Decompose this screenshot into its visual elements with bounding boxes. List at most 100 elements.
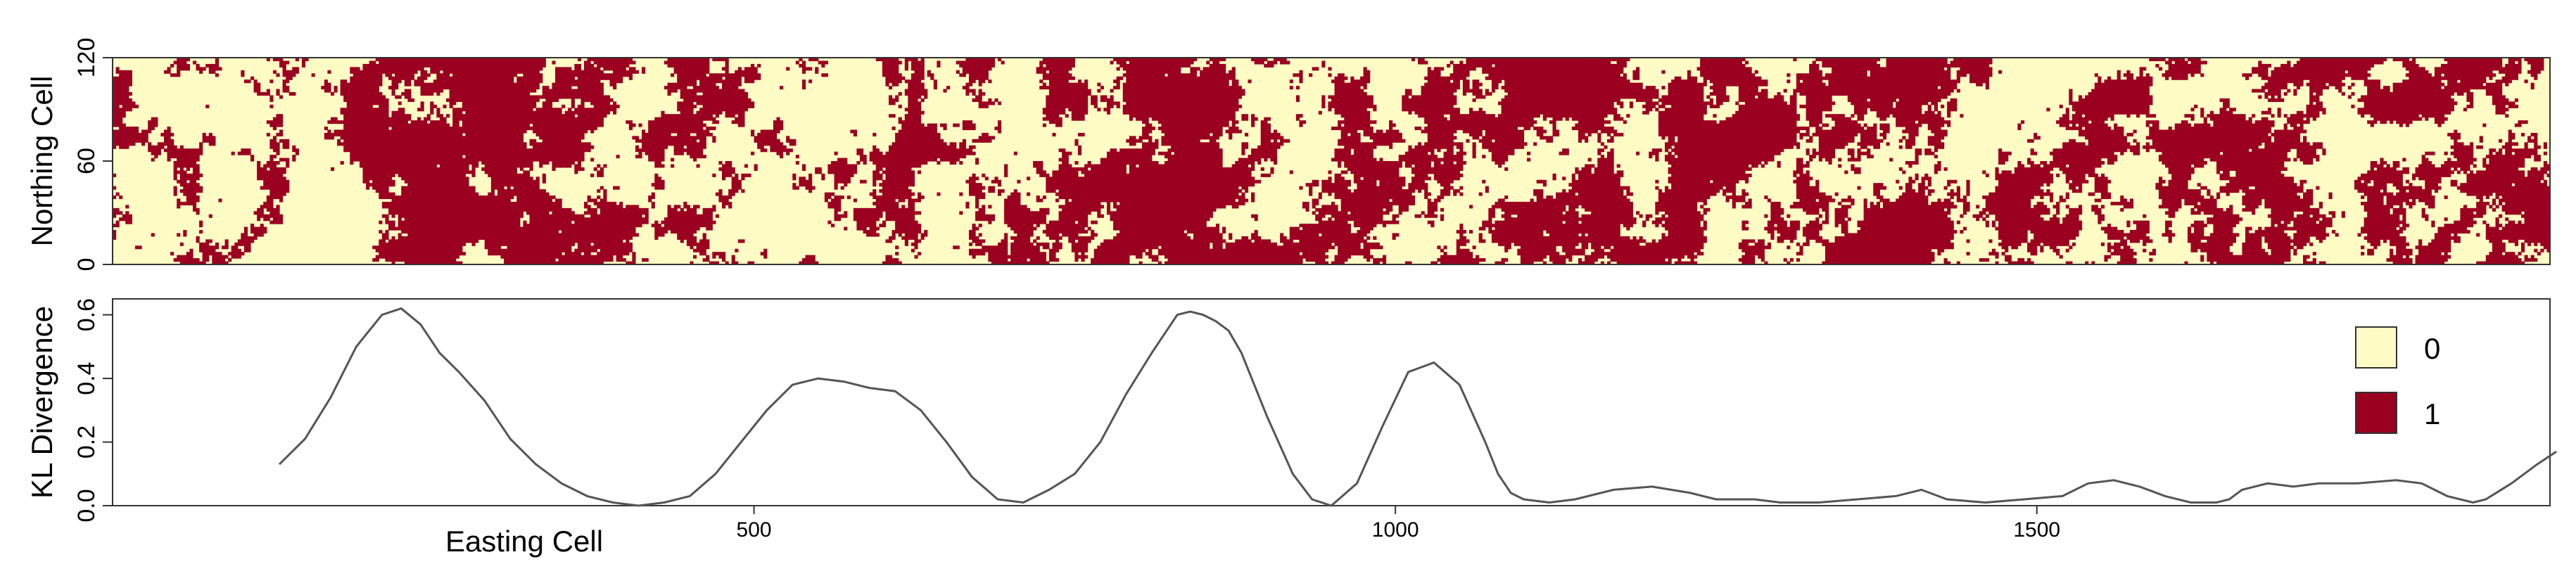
class-1-cell xyxy=(253,89,261,93)
class-1-cell xyxy=(1655,179,1659,184)
class-1-cell xyxy=(2425,186,2442,190)
class-1-cell xyxy=(301,63,306,68)
class-1-cell xyxy=(301,60,306,65)
class-1-cell xyxy=(1468,230,1473,234)
class-1-cell xyxy=(2120,239,2127,243)
class-1-cell xyxy=(1398,158,1464,162)
class-1-cell xyxy=(2252,67,2269,71)
class-1-cell xyxy=(2489,239,2503,243)
class-1-cell xyxy=(1058,189,1242,193)
class-1-cell xyxy=(1696,67,1752,71)
class-1-cell xyxy=(1392,236,1396,240)
class-1-cell xyxy=(1934,167,1941,171)
class-1-cell xyxy=(2524,255,2528,259)
class-1-cell xyxy=(269,220,284,224)
class-1-cell xyxy=(1738,245,1772,250)
class-1-cell xyxy=(2444,73,2496,77)
class-1-cell xyxy=(879,224,887,228)
class-1-cell xyxy=(2540,242,2551,246)
class-1-cell xyxy=(337,139,341,143)
class-1-cell xyxy=(1312,211,1316,215)
class-1-cell xyxy=(1027,192,1031,196)
class-1-cell xyxy=(1966,192,1970,196)
class-1-cell xyxy=(1427,136,1457,140)
class-1-cell xyxy=(436,114,444,118)
class-1-cell xyxy=(113,173,117,177)
class-1-cell xyxy=(968,73,989,77)
class-1-cell xyxy=(1658,110,1707,115)
class-1-cell xyxy=(1799,104,1832,108)
class-1-cell xyxy=(635,155,642,159)
class-1-cell xyxy=(183,186,203,190)
class-1-cell xyxy=(2415,261,2445,265)
class-1-cell xyxy=(587,207,597,212)
kl-divergence-line xyxy=(278,307,2557,507)
class-1-cell xyxy=(2396,248,2413,252)
class-1-cell xyxy=(2399,189,2406,193)
class-1-cell xyxy=(1915,155,1919,159)
class-1-cell xyxy=(2277,108,2281,112)
class-1-cell xyxy=(263,201,274,205)
class-1-cell xyxy=(626,261,636,265)
class-1-cell xyxy=(706,127,716,131)
class-1-cell xyxy=(2226,183,2297,187)
class-1-cell xyxy=(1931,129,1948,134)
class-1-cell xyxy=(366,183,395,187)
class-1-cell xyxy=(1661,70,1665,74)
class-1-cell xyxy=(1363,73,1371,77)
class-1-cell xyxy=(488,248,572,252)
class-1-cell xyxy=(516,198,553,203)
class-1-cell xyxy=(628,76,633,80)
class-1-cell xyxy=(1421,89,1457,93)
class-1-cell xyxy=(1751,164,1758,168)
class-1-cell xyxy=(613,86,617,90)
class-1-cell xyxy=(1459,192,1464,196)
class-1-cell xyxy=(1674,145,1794,149)
class-1-cell xyxy=(933,82,937,87)
class-1-cell xyxy=(875,58,899,62)
class-1-cell xyxy=(1898,98,1941,102)
class-1-cell xyxy=(2492,201,2496,205)
class-1-cell xyxy=(1668,233,1704,237)
class-1-cell xyxy=(2373,245,2378,250)
class-1-cell xyxy=(2049,245,2057,250)
class-1-cell xyxy=(2409,76,2487,80)
class-1-cell xyxy=(2441,63,2503,68)
class-1-cell xyxy=(584,211,597,215)
class-1-cell xyxy=(1087,161,1091,165)
class-1-cell xyxy=(1122,89,1245,93)
class-1-cell xyxy=(1100,158,1153,162)
class-1-cell xyxy=(516,79,543,84)
class-1-cell xyxy=(968,192,986,196)
class-1-cell xyxy=(1091,233,1098,237)
class-1-cell xyxy=(241,233,248,237)
class-1-cell xyxy=(282,89,290,93)
class-1-cell xyxy=(1581,214,1634,218)
class-1-cell xyxy=(2437,226,2468,231)
class-1-cell xyxy=(443,70,540,74)
class-1-cell xyxy=(1985,214,1989,218)
class-1-cell xyxy=(1491,239,1647,243)
class-1-cell xyxy=(1491,89,1496,93)
class-1-cell xyxy=(1668,258,1672,262)
class-1-cell xyxy=(1828,82,1958,87)
class-1-cell xyxy=(725,114,735,118)
class-1-cell xyxy=(1905,142,1916,146)
class-1-cell xyxy=(2033,233,2079,237)
class-1-cell xyxy=(2078,205,2083,209)
class-1-cell xyxy=(2415,255,2451,259)
class-1-cell xyxy=(1491,236,1630,240)
class-1-cell xyxy=(2203,120,2207,124)
class-1-cell xyxy=(2335,233,2339,237)
class-1-cell xyxy=(1369,136,1402,140)
class-1-cell xyxy=(924,95,928,99)
class-1-cell xyxy=(1626,189,1630,193)
class-1-cell xyxy=(677,108,694,112)
class-1-cell xyxy=(1536,129,1547,134)
class-1-cell xyxy=(2485,224,2489,228)
class-1-cell xyxy=(2174,127,2272,131)
class-1-cell xyxy=(593,201,617,205)
class-1-cell xyxy=(1122,82,1229,87)
class-1-cell xyxy=(1767,242,1772,246)
class-1-cell xyxy=(173,186,177,190)
